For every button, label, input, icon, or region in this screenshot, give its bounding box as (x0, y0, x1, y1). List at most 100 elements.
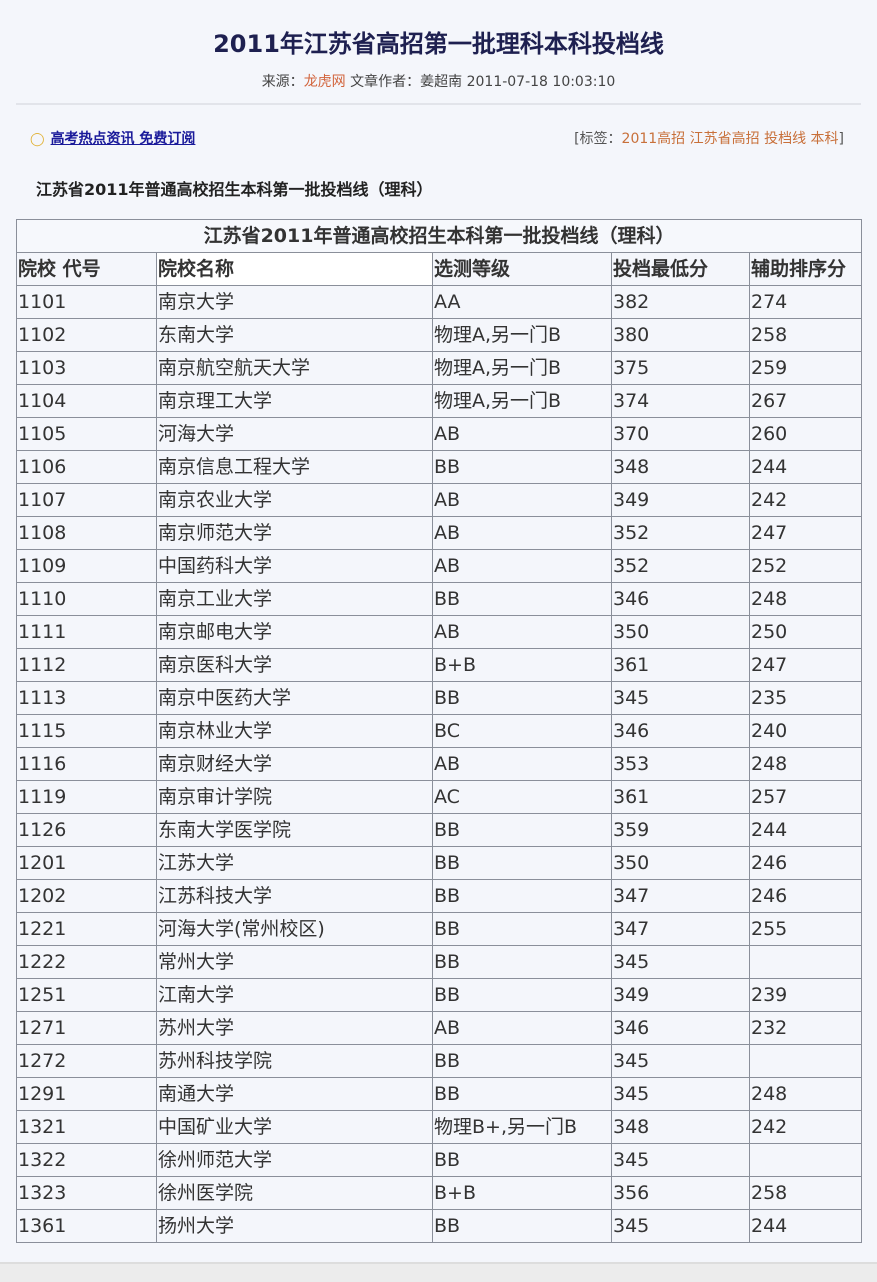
school-code: 1361 (16, 1209, 157, 1243)
school-code: 1222 (16, 945, 157, 979)
school-name: 苏州科技学院 (156, 1044, 433, 1078)
aux-score: 246 (748, 879, 863, 913)
tag-link[interactable]: 江苏省高招 (689, 131, 760, 147)
aux-score: 239 (748, 978, 863, 1012)
table-row: 1322 徐州师范大学 BB 345 (16, 1143, 863, 1177)
school-code: 1202 (16, 879, 157, 913)
aux-score: 257 (748, 780, 863, 814)
section-heading: 江苏省2011年普通高校招生本科第一批投档线（理科） (36, 180, 433, 199)
school-name: 南京航空航天大学 (156, 351, 433, 385)
aux-score: 274 (748, 285, 863, 319)
bottom-bar (0, 1262, 877, 1282)
table-row: 1126 东南大学医学院 BB 359 244 (16, 813, 863, 847)
tag-link[interactable]: 投档线 (764, 131, 807, 147)
source-link[interactable]: 龙虎网 (303, 74, 346, 90)
aux-score: 242 (748, 1110, 863, 1144)
min-score: 361 (611, 780, 750, 814)
min-score: 382 (611, 285, 750, 319)
subject-grade: BB (432, 450, 612, 484)
article-title: 2011年江苏省高招第一批理科本科投档线 (213, 30, 664, 58)
aux-score: 246 (748, 846, 863, 880)
aux-score: 248 (748, 582, 863, 616)
tags-close: ] (838, 131, 844, 147)
table-row: 1101 南京大学 AA 382 274 (16, 285, 863, 319)
school-name: 徐州师范大学 (156, 1143, 433, 1177)
school-code: 1104 (16, 384, 157, 418)
min-score: 348 (611, 1110, 750, 1144)
school-code: 1126 (16, 813, 157, 847)
subject-grade: BB (432, 1143, 612, 1177)
min-score: 361 (611, 648, 750, 682)
subject-grade: BB (432, 681, 612, 715)
school-name: 南京财经大学 (156, 747, 433, 781)
min-score: 374 (611, 384, 750, 418)
school-name: 南京林业大学 (156, 714, 433, 748)
min-score: 345 (611, 681, 750, 715)
table-row: 1323 徐州医学院 B+B 356 258 (16, 1176, 863, 1210)
school-code: 1110 (16, 582, 157, 616)
subject-grade: BC (432, 714, 612, 748)
subject-grade: BB (432, 945, 612, 979)
school-code: 1221 (16, 912, 157, 946)
tag-link[interactable]: 本科 (810, 131, 839, 147)
subject-grade: AB (432, 747, 612, 781)
subscribe-link[interactable]: 高考热点资讯 免费订阅 (50, 131, 196, 147)
school-code: 1323 (16, 1176, 157, 1210)
table-row: 1321 中国矿业大学 物理B+,另一门B 348 242 (16, 1110, 863, 1144)
school-code: 1251 (16, 978, 157, 1012)
source-label: 来源： (261, 74, 304, 90)
school-name: 江苏科技大学 (156, 879, 433, 913)
aux-score: 258 (748, 318, 863, 352)
aux-score: 244 (748, 1209, 863, 1243)
min-score: 348 (611, 450, 750, 484)
subject-grade: BB (432, 813, 612, 847)
subject-grade: AB (432, 516, 612, 550)
school-code: 1113 (16, 681, 157, 715)
school-name: 南京理工大学 (156, 384, 433, 418)
subject-grade: B+B (432, 648, 612, 682)
table-row: 1119 南京审计学院 AC 361 257 (16, 780, 863, 814)
table-row: 1202 江苏科技大学 BB 347 246 (16, 879, 863, 913)
subject-grade: 物理A,另一门B (432, 384, 612, 418)
school-name: 江苏大学 (156, 846, 433, 880)
school-name: 河海大学(常州校区) (156, 912, 433, 946)
min-score: 353 (611, 747, 750, 781)
aux-score (748, 945, 863, 979)
column-header: 院校 代号 (16, 252, 157, 286)
aux-score (748, 1044, 863, 1078)
aux-score: 242 (748, 483, 863, 517)
subject-grade: BB (432, 978, 612, 1012)
school-name: 南京大学 (156, 285, 433, 319)
min-score: 347 (611, 912, 750, 946)
school-code: 1106 (16, 450, 157, 484)
table-row: 1115 南京林业大学 BC 346 240 (16, 714, 863, 748)
table-row: 1116 南京财经大学 AB 353 248 (16, 747, 863, 781)
subject-grade: 物理B+,另一门B (432, 1110, 612, 1144)
table-row: 1201 江苏大学 BB 350 246 (16, 846, 863, 880)
school-name: 东南大学医学院 (156, 813, 433, 847)
min-score: 345 (611, 945, 750, 979)
table-row: 1106 南京信息工程大学 BB 348 244 (16, 450, 863, 484)
min-score: 346 (611, 582, 750, 616)
aux-score: 250 (748, 615, 863, 649)
subject-grade: BB (432, 1044, 612, 1078)
tag-link[interactable]: 2011高招 (621, 131, 686, 147)
subject-grade: AB (432, 549, 612, 583)
table-header-row: 院校 代号 院校名称 选测等级 投档最低分 辅助排序分 (16, 252, 863, 286)
subject-grade: AC (432, 780, 612, 814)
school-name: 南京信息工程大学 (156, 450, 433, 484)
aux-score: 235 (748, 681, 863, 715)
table-row: 1107 南京农业大学 AB 349 242 (16, 483, 863, 517)
school-name: 中国矿业大学 (156, 1110, 433, 1144)
school-name: 南京医科大学 (156, 648, 433, 682)
subject-grade: AB (432, 417, 612, 451)
table-row: 1104 南京理工大学 物理A,另一门B 374 267 (16, 384, 863, 418)
tags-label: [标签： (574, 131, 622, 147)
school-name: 苏州大学 (156, 1011, 433, 1045)
school-name: 南京邮电大学 (156, 615, 433, 649)
school-code: 1115 (16, 714, 157, 748)
column-header: 辅助排序分 (748, 252, 863, 286)
table-row: 1251 江南大学 BB 349 239 (16, 978, 863, 1012)
table-row: 1222 常州大学 BB 345 (16, 945, 863, 979)
min-score: 352 (611, 549, 750, 583)
